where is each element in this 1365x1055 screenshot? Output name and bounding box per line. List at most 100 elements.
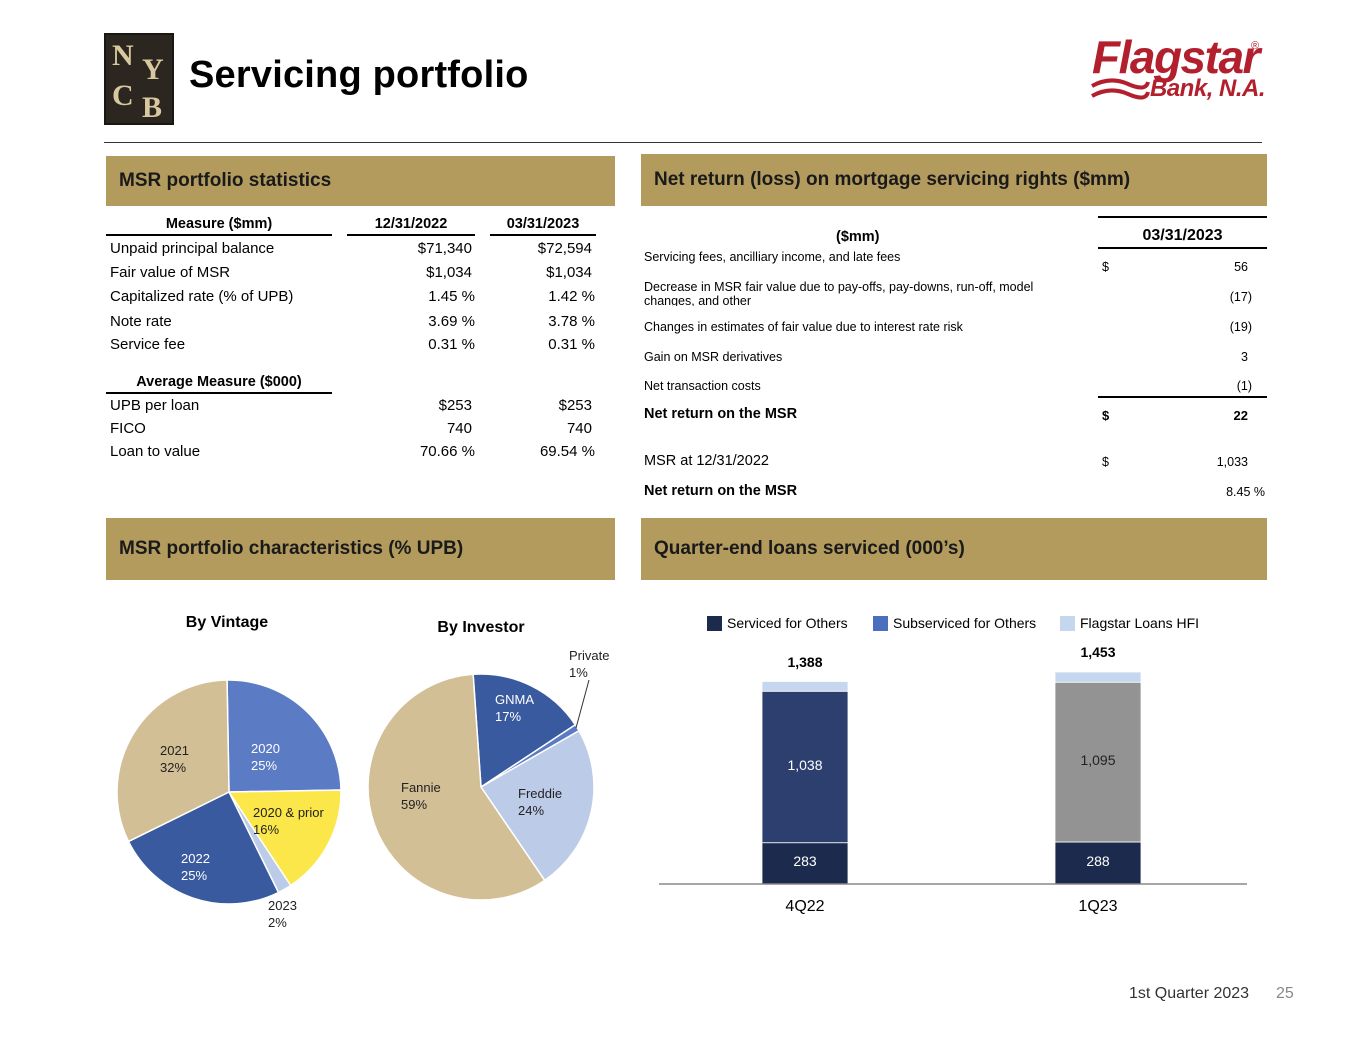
column-header-date1: 12/31/2022 bbox=[374, 216, 448, 232]
slice-pct-2021: 32% bbox=[160, 760, 186, 775]
average-measure-header: Average Measure ($000) bbox=[136, 374, 302, 390]
nycb-logo: N Y C B bbox=[104, 33, 174, 125]
slice-label-2020: 2020 bbox=[251, 741, 280, 756]
legend-swatch-hfi bbox=[1060, 616, 1075, 631]
slice-pct-2023: 2% bbox=[268, 915, 287, 930]
brand-name: Flagstar bbox=[1092, 31, 1260, 83]
row-label: UPB per loan bbox=[110, 397, 200, 414]
slice-pct-2020-prior: 16% bbox=[253, 822, 279, 837]
slice-pct-freddie: 24% bbox=[518, 803, 544, 818]
row-value-2023: 1.42 % bbox=[548, 288, 595, 305]
row-value: (19) bbox=[1229, 320, 1252, 334]
slice-pct-2020: 25% bbox=[251, 758, 277, 773]
slice-label-2022: 2022 bbox=[181, 851, 210, 866]
row-label: Changes in estimates of fair value due t… bbox=[644, 320, 963, 334]
row-value-2022: 740 bbox=[446, 420, 472, 437]
section-title: MSR portfolio statistics bbox=[119, 170, 332, 191]
msr-prior-label: MSR at 12/31/2022 bbox=[644, 453, 769, 469]
column-header-date2: 03/31/2023 bbox=[506, 216, 580, 232]
net-return-pct-value: 8.45 % bbox=[1226, 485, 1265, 499]
footer-period: 1st Quarter 2023 bbox=[1129, 985, 1250, 1002]
slice-pct-gnma: 17% bbox=[495, 709, 521, 724]
row-value-2023: 3.78 % bbox=[548, 313, 595, 330]
row-label: FICO bbox=[110, 420, 146, 437]
row-value-2023: 0.31 % bbox=[548, 336, 595, 353]
section-loans-serviced: Quarter-end loans serviced (000’s) bbox=[641, 518, 1267, 580]
row-value-2022: $253 bbox=[438, 397, 472, 414]
chart-title: By Vintage bbox=[186, 614, 269, 631]
brand-registered-mark: ® bbox=[1251, 40, 1260, 52]
bar-segment-serviced-for-others-4q22 bbox=[761, 842, 849, 885]
legend-label-hfi: Flagstar Loans HFI bbox=[1080, 615, 1199, 631]
slice-label-private: Private bbox=[569, 648, 609, 663]
row-label: Net transaction costs bbox=[644, 379, 761, 393]
logo-letter-y: Y bbox=[142, 53, 164, 86]
currency-symbol: $ bbox=[1102, 408, 1110, 423]
legend-swatch-subserviced bbox=[873, 616, 888, 631]
logo-letter-b: B bbox=[142, 91, 163, 124]
legend-swatch-serviced bbox=[707, 616, 722, 631]
section-net-return: Net return (loss) on mortgage servicing … bbox=[641, 154, 1267, 206]
logo-letter-c: C bbox=[112, 79, 134, 112]
section-title: MSR portfolio characteristics (% UPB) bbox=[119, 538, 464, 559]
flag-swoosh-icon bbox=[1091, 78, 1150, 100]
net-return-pct-label: Net return on the MSR bbox=[644, 483, 798, 499]
pie-slice-2021 bbox=[116, 679, 230, 843]
loans-serviced-bar-chart: Serviced for Others Subserviced for Othe… bbox=[659, 615, 1247, 915]
row-value-2022: 70.66 % bbox=[419, 443, 475, 460]
slice-pct-private: 1% bbox=[569, 665, 588, 680]
pie-slice-freddie bbox=[479, 729, 595, 882]
currency-symbol: $ bbox=[1102, 455, 1109, 469]
row-label: Servicing fees, ancilliary income, and l… bbox=[644, 250, 901, 264]
slice-label-2023: 2023 bbox=[268, 898, 297, 913]
chart-title: By Investor bbox=[437, 619, 524, 636]
row-value-2022: $1,034 bbox=[426, 264, 472, 281]
header-underline bbox=[347, 234, 475, 236]
header-underline bbox=[490, 234, 596, 236]
vintage-pie-chart: By Vintage 2020 25% 2020 & prior 16% 202… bbox=[116, 614, 342, 930]
row-value-2023: $253 bbox=[558, 397, 592, 414]
net-return-value: 22 bbox=[1233, 408, 1248, 423]
row-value-2022: 0.31 % bbox=[428, 336, 475, 353]
row-value: 3 bbox=[1241, 350, 1248, 364]
slice-label-fannie: Fannie bbox=[401, 780, 441, 795]
row-value-2022: 3.69 % bbox=[428, 313, 475, 330]
row-label: Capitalized rate (% of UPB) bbox=[110, 288, 294, 305]
bar-label-serviced-1q23: 288 bbox=[1086, 853, 1110, 869]
row-value-2023: 69.54 % bbox=[539, 443, 595, 460]
slice-pct-2022: 25% bbox=[181, 868, 207, 883]
pie-slice-fannie bbox=[367, 673, 546, 901]
column-header-mm: ($mm) bbox=[836, 229, 880, 245]
bar-label-subserviced-4q22: 1,038 bbox=[787, 757, 822, 773]
row-value-2023: $72,594 bbox=[537, 240, 592, 257]
brand-subtitle: Bank, N.A. bbox=[1150, 75, 1266, 102]
header-overline bbox=[1098, 216, 1267, 218]
column-header-date: 03/31/2023 bbox=[1142, 227, 1223, 244]
bar-total-1q23: 1,453 bbox=[1080, 644, 1115, 660]
row-label: Gain on MSR derivatives bbox=[644, 350, 783, 364]
bar-segment-flagstar-loans-hfi-1q23 bbox=[1054, 671, 1142, 683]
row-label: Service fee bbox=[110, 336, 186, 353]
private-leader-line bbox=[575, 679, 590, 729]
row-value-2022: $71,340 bbox=[417, 240, 472, 257]
row-value: (17) bbox=[1229, 290, 1252, 304]
row-label: Loan to value bbox=[110, 443, 201, 460]
logo-letter-n: N bbox=[112, 39, 134, 72]
row-label: Decrease in MSR fair value due to pay-of… bbox=[644, 280, 1034, 306]
x-tick-1q23: 1Q23 bbox=[1078, 898, 1117, 915]
page-title: Servicing portfolio bbox=[189, 54, 529, 96]
legend-label-subserviced: Subserviced for Others bbox=[893, 615, 1036, 631]
bar-total-4q22: 1,388 bbox=[787, 654, 822, 670]
row-value-2023: 740 bbox=[566, 420, 592, 437]
row-value: 56 bbox=[1234, 260, 1248, 274]
bar-segment-flagstar-loans-hfi-4q22 bbox=[761, 681, 849, 692]
bar-segment-subserviced-for-others-1q23 bbox=[1054, 681, 1142, 843]
pie-slice-2022 bbox=[127, 790, 280, 905]
row-label: Fair value of MSR bbox=[110, 264, 231, 281]
section-msr-characteristics: MSR portfolio characteristics (% UPB) bbox=[106, 518, 615, 580]
page-number: 25 bbox=[1276, 985, 1294, 1002]
net-return-label: Net return on the MSR bbox=[644, 406, 798, 422]
section-msr-statistics: MSR portfolio statistics bbox=[106, 156, 615, 206]
section-title: Net return (loss) on mortgage servicing … bbox=[654, 169, 1131, 190]
bar-segment-serviced-for-others-1q23 bbox=[1054, 841, 1142, 885]
